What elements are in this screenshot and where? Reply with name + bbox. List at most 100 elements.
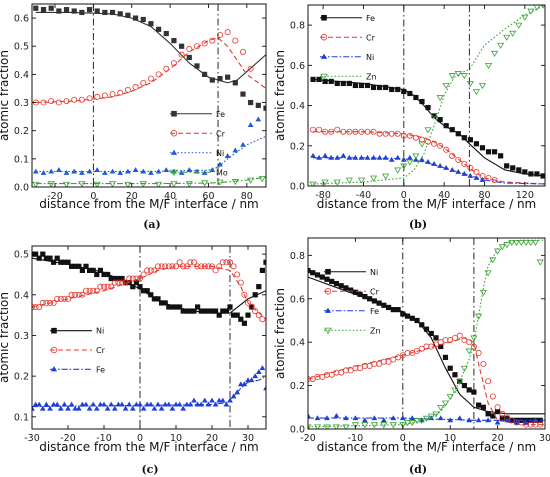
data-point-fe (361, 417, 368, 423)
series-fe (33, 5, 266, 111)
data-point-ni (112, 275, 118, 282)
data-point-cr (154, 263, 161, 270)
data-point-cr (431, 140, 438, 147)
data-point-cr (234, 271, 241, 278)
data-point-fe (516, 167, 522, 173)
data-point-ni (388, 156, 395, 162)
data-point-cr (447, 337, 454, 344)
data-point-zn (400, 163, 408, 170)
data-point-fe (234, 389, 241, 395)
data-point-cr (140, 271, 147, 278)
data-point-fe (263, 105, 266, 111)
data-point-cr (309, 376, 316, 383)
data-point-mo (93, 181, 101, 187)
data-point-fe (165, 401, 172, 407)
data-point-zn (441, 400, 450, 407)
data-point-zn (351, 422, 359, 429)
data-point-fe (71, 8, 77, 14)
data-point-ni (101, 271, 107, 278)
data-point-cr (527, 421, 534, 428)
legend-label-cr: Cr (96, 346, 106, 355)
data-point-fe (227, 397, 233, 403)
data-point-cr (308, 376, 311, 383)
data-point-zn (508, 239, 516, 247)
data-point-ni (334, 154, 341, 160)
data-point-fe (510, 165, 516, 171)
legend-marker-fe (321, 14, 327, 21)
data-point-cr (94, 93, 101, 100)
data-point-zn (403, 420, 412, 427)
data-point-ni (358, 154, 365, 160)
data-point-fe (101, 401, 107, 407)
x-tick-label: -20 (300, 433, 316, 444)
data-point-ni (367, 296, 373, 302)
data-point-cr (358, 128, 365, 135)
data-point-fe (431, 113, 437, 119)
data-point-cr (423, 343, 430, 350)
data-point-ni (371, 298, 377, 304)
data-point-ni (252, 292, 258, 298)
data-point-zn (517, 239, 525, 247)
data-point-zn (512, 239, 521, 247)
data-point-ni (485, 411, 491, 417)
data-point-cr (230, 263, 237, 270)
data-point-ni (390, 307, 396, 313)
series-mo (32, 176, 266, 187)
data-point-ni (370, 154, 377, 160)
data-point-cr (163, 65, 170, 72)
data-point-fe (380, 417, 387, 423)
data-point-ni (40, 251, 46, 257)
data-point-fe (198, 401, 205, 407)
data-point-mo (78, 181, 86, 187)
data-point-cr (443, 146, 450, 153)
data-point-ni (54, 255, 60, 261)
y-tick-label: 0.1 (14, 412, 29, 423)
chart-panel-2: -80 -40 0 40 80 120 0.0 0.2 0.4 0.6 0.8 distance fr… (273, 4, 546, 231)
y-tick-label: 0.4 (14, 290, 29, 301)
data-point-cr (169, 263, 176, 270)
data-point-ni (425, 158, 431, 164)
data-point-zn (527, 8, 535, 15)
data-point-zn (413, 417, 421, 425)
data-point-ni (466, 387, 472, 393)
data-point-ni (231, 312, 237, 318)
data-point-ni (364, 154, 371, 160)
data-point-fe (479, 145, 486, 151)
legend: Fe Cr Ni Zn (320, 14, 377, 81)
data-point-ni (180, 308, 186, 314)
data-point-zn (313, 424, 322, 429)
data-point-zn (503, 34, 511, 41)
data-point-cr (371, 360, 378, 367)
data-point-ni (125, 168, 131, 174)
data-point-cr (178, 51, 185, 58)
data-point-ni (495, 409, 501, 415)
data-point-cr (165, 263, 172, 270)
data-point-mo (154, 181, 163, 187)
legend-label-cr: Cr (216, 129, 226, 138)
data-point-ni (109, 168, 116, 174)
data-point-cr (400, 132, 407, 139)
data-point-fe (498, 153, 504, 159)
data-point-ni (473, 175, 480, 180)
data-point-zn (509, 30, 517, 37)
x-tick-label: 0 (137, 433, 143, 444)
data-point-fe (383, 84, 389, 91)
data-point-cr (162, 263, 169, 270)
data-point-cr (109, 91, 116, 98)
data-point-ni (455, 168, 462, 174)
data-point-fe (447, 417, 454, 423)
data-point-cr (352, 365, 359, 372)
data-point-mo (185, 181, 193, 187)
data-point-zn (345, 177, 353, 184)
panel-caption: (a) (143, 218, 161, 231)
legend-label-fe: Fe (366, 14, 375, 23)
data-point-fe (449, 127, 455, 133)
data-point-cr (55, 99, 62, 106)
legend: Fe Cr Ni Mo (170, 110, 228, 177)
data-point-fe (443, 123, 449, 129)
plot-frame (31, 245, 267, 430)
data-point-zn (361, 422, 369, 429)
data-point-ni (213, 308, 219, 314)
data-point-fe (522, 169, 528, 175)
data-point-fe (528, 171, 534, 177)
